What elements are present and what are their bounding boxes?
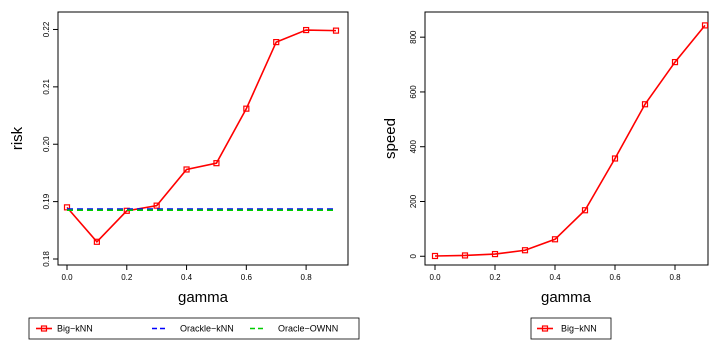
speed-data-point (551, 236, 559, 243)
risk-x-tick-label: 0.6 (241, 273, 253, 282)
risk-series (63, 26, 340, 245)
risk-data-point (213, 160, 220, 167)
risk-y-tick-label: 0.21 (42, 79, 51, 95)
risk-y-ticks: 0.18 0.19 0.20 0.21 0.22 (42, 21, 59, 267)
speed-x-axis-title: gamma (541, 289, 592, 306)
speed-data-point (491, 250, 499, 258)
speed-data-point (611, 155, 619, 162)
speed-x-tick-label: 0.8 (669, 273, 681, 282)
risk-x-ticks: 0.0 0.2 0.4 0.6 0.8 (61, 264, 313, 282)
risk-y-tick-label: 0.19 (42, 193, 51, 209)
risk-plot-frame (57, 11, 349, 266)
risk-data-point (332, 27, 340, 34)
speed-x-tick-label: 0.2 (489, 273, 501, 282)
speed-data-point (461, 252, 469, 259)
speed-series-line-0 (434, 24, 706, 257)
risk-data-point (243, 105, 250, 112)
risk-y-tick-label: 0.18 (42, 251, 51, 267)
speed-x-tick-label: 0.6 (609, 273, 621, 282)
risk-legend-label: Orackle−kNN (180, 324, 234, 334)
risk-y-tick-label: 0.20 (42, 136, 51, 152)
speed-data-point (521, 247, 529, 254)
risk-data-point (273, 38, 280, 46)
speed-x-ticks: 0.0 0.2 0.4 0.6 0.8 (429, 264, 681, 282)
speed-data-point (701, 22, 709, 29)
risk-x-tick-label: 0.8 (301, 273, 313, 282)
speed-data-point (431, 252, 439, 260)
speed-legend-marker (541, 325, 549, 332)
risk-y-tick-label: 0.22 (42, 21, 51, 37)
speed-x-tick-label: 0.0 (429, 273, 441, 282)
speed-y-tick-label: 400 (409, 139, 418, 153)
speed-data-point (581, 207, 589, 214)
risk-legend-label: Big−kNN (57, 324, 93, 334)
speed-legend-box (530, 317, 612, 340)
speed-legend: Big−kNN (530, 317, 612, 340)
speed-y-tick-label: 0 (409, 253, 418, 258)
speed-data-point (641, 101, 649, 108)
risk-y-axis-title: risk (9, 126, 26, 150)
risk-legend: Big−kNN Orackle−kNN Oracle−OWNN (28, 317, 360, 340)
risk-data-point (153, 202, 160, 209)
risk-data-point (93, 238, 100, 245)
speed-data-point (671, 58, 679, 66)
risk-x-tick-label: 0.4 (181, 273, 193, 282)
risk-legend-marker (40, 325, 48, 332)
speed-y-axis-title: speed (382, 118, 399, 159)
risk-chart: 0.0 0.2 0.4 0.6 0.8 0.18 0.19 0.20 0.21 0.22 gam… (9, 11, 360, 340)
speed-chart: 0.0 0.2 0.4 0.6 0.8 0 200 400 600 800 gamma spee… (382, 11, 709, 340)
risk-data-point (303, 26, 310, 34)
speed-y-tick-label: 800 (409, 30, 418, 44)
risk-x-tick-label: 0.2 (121, 273, 133, 282)
speed-legend-label: Big−kNN (561, 324, 597, 334)
speed-y-tick-label: 200 (409, 194, 418, 208)
risk-x-tick-label: 0.0 (61, 273, 73, 282)
risk-legend-box (28, 317, 360, 340)
speed-y-ticks: 0 200 400 600 800 (409, 30, 426, 258)
risk-x-axis-title: gamma (178, 289, 229, 306)
risk-series-line-0 (66, 29, 337, 243)
speed-series (431, 22, 709, 260)
speed-x-tick-label: 0.4 (549, 273, 561, 282)
speed-y-tick-label: 600 (409, 85, 418, 99)
risk-legend-label: Oracle−OWNN (278, 324, 338, 334)
risk-data-point (183, 166, 190, 173)
